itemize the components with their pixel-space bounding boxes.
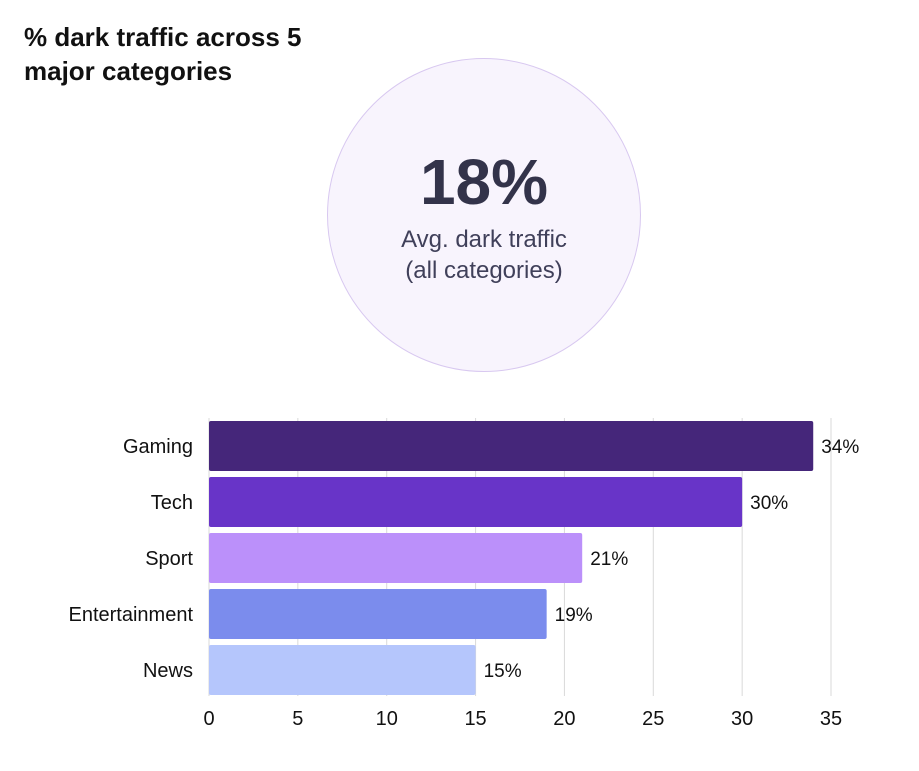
category-label-tech: Tech	[151, 492, 193, 514]
kpi-label: Avg. dark traffic (all categories)	[328, 224, 640, 286]
bar-sport	[209, 533, 583, 583]
category-label-gaming: Gaming	[123, 436, 193, 458]
x-tick-label-25: 25	[642, 708, 664, 730]
category-label-sport: Sport	[145, 548, 193, 570]
value-label-gaming: 34%	[821, 437, 859, 458]
x-tick-label-20: 20	[553, 708, 575, 730]
chart-title: % dark traffic across 5 major categories	[24, 22, 302, 86]
x-tick-label-5: 5	[292, 708, 303, 730]
value-label-entertainment: 19%	[555, 605, 593, 626]
value-label-tech: 30%	[750, 493, 788, 514]
x-tick-label-30: 30	[731, 708, 753, 730]
x-tick-label-0: 0	[203, 708, 214, 730]
category-label-entertainment: Entertainment	[68, 604, 193, 626]
bar-news	[209, 645, 476, 695]
bar-tech	[209, 477, 743, 527]
x-tick-label-35: 35	[820, 708, 842, 730]
bar-entertainment	[209, 589, 547, 639]
kpi-label-line2: (all categories)	[405, 257, 563, 284]
x-tick-label-10: 10	[376, 708, 398, 730]
kpi-label-line1: Avg. dark traffic	[401, 226, 567, 253]
value-label-news: 15%	[484, 661, 522, 682]
kpi-value: 18%	[419, 146, 549, 218]
value-label-sport: 21%	[590, 549, 628, 570]
category-label-news: News	[143, 660, 193, 682]
kpi-circle: 18% Avg. dark traffic (all categories)	[327, 58, 641, 372]
bar-chart: Gaming 34% Tech 30% Sport 21% Entertainment 19%…	[68, 418, 859, 730]
bar-gaming	[209, 421, 814, 471]
x-tick-label-15: 15	[464, 708, 486, 730]
